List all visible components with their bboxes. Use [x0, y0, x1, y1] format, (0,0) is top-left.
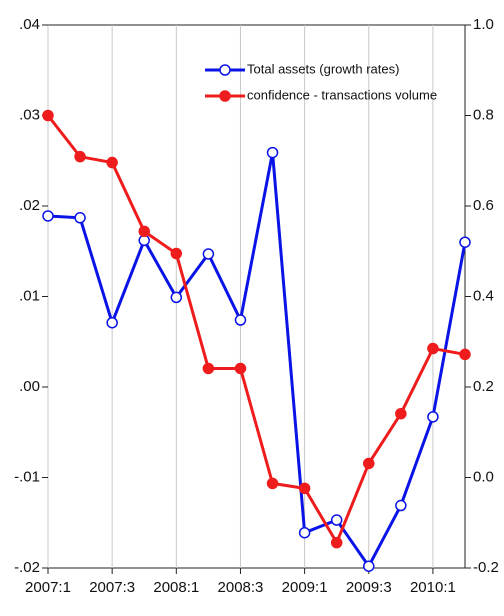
x-tick-label: 2008:1: [153, 579, 199, 596]
y-tick-label: .04: [19, 16, 40, 33]
point: [170, 291, 183, 304]
point: [138, 225, 150, 238]
point: [363, 457, 375, 470]
y-tick-label: -.02: [14, 559, 40, 576]
point: [234, 362, 247, 375]
y-tick-label: .02: [19, 197, 40, 214]
y-tick-label: .00: [19, 378, 40, 395]
y2-tick-label: 1.0: [473, 16, 494, 33]
point: [395, 499, 407, 512]
point: [42, 210, 54, 222]
point: [427, 411, 439, 423]
y2-tick-label: -0.2: [473, 559, 499, 576]
point: [298, 526, 311, 539]
legend-label: Total assets (growth rates): [247, 61, 399, 76]
x-tick-label: 2009:3: [346, 579, 392, 596]
legend-marker: [219, 64, 231, 76]
x-tick-label: 2009:1: [282, 579, 328, 596]
point: [330, 536, 343, 549]
series-line: [46, 114, 466, 547]
y2-tick-label: 0.2: [473, 378, 494, 395]
point: [42, 109, 54, 122]
point: [106, 156, 118, 169]
x-tick-label: 2008:3: [218, 579, 264, 596]
point: [330, 514, 343, 526]
x-tick-label: 2010:1: [410, 579, 456, 596]
y2-tick-label: 0.6: [473, 197, 494, 214]
point: [459, 348, 471, 361]
plot-frame: [47, 24, 466, 569]
x-tick-label: 2007:3: [89, 579, 135, 596]
point: [106, 316, 118, 329]
point: [459, 236, 471, 248]
x-tick-label: 2007:1: [25, 579, 71, 596]
point: [298, 482, 311, 495]
point: [170, 247, 183, 260]
point: [266, 477, 279, 490]
y-tick-label: -.01: [14, 468, 40, 485]
series-line: [47, 152, 467, 570]
y2-tick-label: 0.0: [473, 468, 494, 485]
legend-label: confidence - transactions volume: [247, 87, 437, 102]
y-tick-label: .01: [19, 287, 40, 304]
legend-marker: [219, 90, 231, 102]
point: [363, 560, 375, 572]
y2-tick-label: 0.8: [473, 106, 494, 123]
y2-tick-label: 0.4: [473, 287, 494, 304]
point: [74, 150, 86, 163]
point: [427, 342, 439, 355]
point: [74, 212, 86, 224]
point: [202, 362, 215, 375]
point: [266, 146, 279, 159]
point: [234, 314, 247, 326]
point: [395, 407, 407, 420]
y-tick-label: .03: [19, 106, 40, 123]
point: [202, 248, 215, 260]
